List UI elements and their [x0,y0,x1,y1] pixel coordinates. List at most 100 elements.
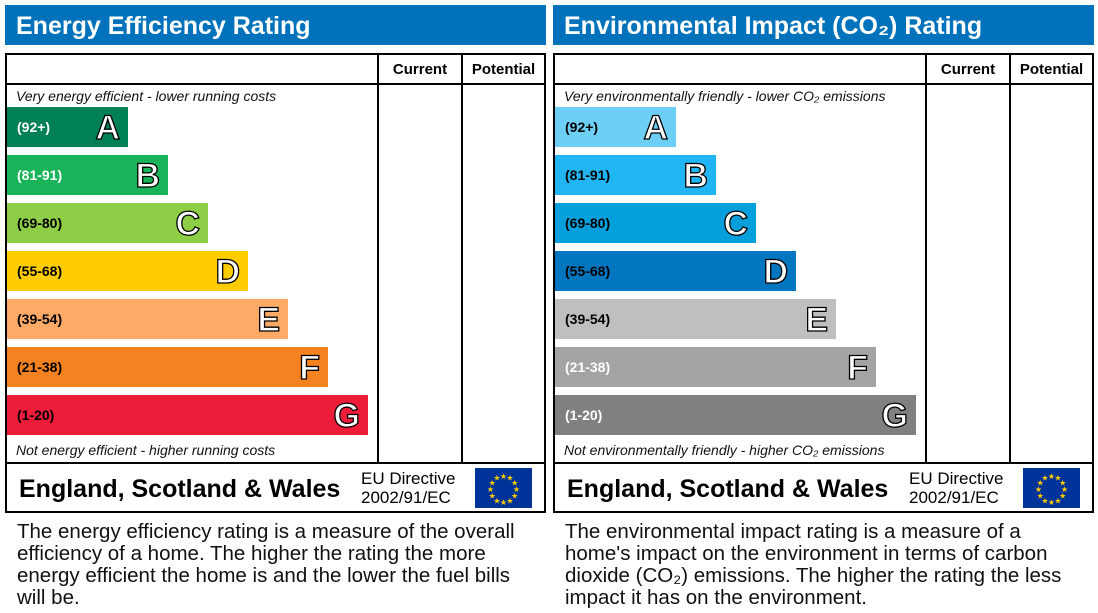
svg-text:★: ★ [1037,492,1044,501]
svg-text:★: ★ [1048,498,1055,507]
region-label: England, Scotland & Wales [19,475,341,503]
rating-bar-g: (1-20) G [7,395,368,436]
band-letter: F [299,348,321,387]
rating-bar-c: (69-80) C [7,203,208,244]
band-range: (1-20) [17,407,55,423]
rating-bar-d: (55-68) D [555,251,796,292]
svg-text:★: ★ [1041,474,1048,483]
top-caption: Very environmentally friendly - lower CO… [564,88,886,104]
svg-text:★: ★ [506,474,513,483]
eu-flag-icon: ★ ★ ★ ★ ★ ★ ★ ★ ★ ★ ★ ★ [475,468,532,508]
divider [461,55,463,464]
band-letter: D [215,252,241,291]
svg-text:★: ★ [1037,479,1044,488]
band-letter: F [847,348,869,387]
band-letter: G [881,396,909,435]
rating-bar-g: (1-20) G [555,395,916,436]
svg-text:★: ★ [493,474,500,483]
eu-flag-icon: ★ ★ ★ ★ ★ ★ ★ ★ ★ ★ ★ ★ [1023,468,1080,508]
divider [7,83,544,85]
rating-table: Current Potential Very energy efficient - … [5,53,546,513]
band-letter: B [135,156,161,195]
band-letter: D [763,252,789,291]
rating-bar-e: (39-54) E [555,299,836,340]
rating-table: Current Potential Very environmentally fri… [553,53,1094,513]
svg-text:★: ★ [1059,479,1066,488]
divider [555,462,1092,464]
svg-text:★: ★ [506,496,513,505]
svg-text:★: ★ [500,498,507,507]
rating-bar-b: (81-91) B [7,155,168,196]
rating-bar-b: (81-91) B [555,155,716,196]
divider [1009,55,1011,464]
svg-text:★: ★ [489,492,496,501]
header-potential: Potential [1019,61,1084,78]
header-current: Current [392,61,448,78]
svg-text:★: ★ [1035,485,1042,494]
panel-title: Energy Efficiency Rating [5,5,546,45]
header-current: Current [940,61,996,78]
svg-text:★: ★ [500,472,507,481]
bottom-caption: Not environmentally friendly - higher CO… [564,442,885,458]
rating-bar-f: (21-38) F [555,347,876,388]
svg-text:★: ★ [511,479,518,488]
bottom-caption: Not energy efficient - higher running co… [16,442,276,458]
panel-title: Environmental Impact (CO₂) Rating [553,5,1094,45]
band-letter: A [95,108,121,147]
band-range: (21-38) [565,359,611,375]
band-range: (55-68) [17,263,63,279]
rating-bar-a: (92+) A [555,107,676,148]
band-range: (69-80) [17,215,63,231]
band-range: (55-68) [565,263,611,279]
rating-bar-a: (92+) A [7,107,128,148]
band-letter: C [723,204,749,243]
divider [925,55,927,464]
svg-text:★: ★ [513,485,520,494]
svg-text:★: ★ [1054,474,1061,483]
directive-line1: EU Directive [909,469,1004,488]
rating-bar-c: (69-80) C [555,203,756,244]
band-range: (81-91) [17,167,63,183]
svg-text:★: ★ [1061,485,1068,494]
svg-text:★: ★ [1054,496,1061,505]
band-range: (1-20) [565,407,603,423]
description: The environmental impact rating is a mea… [565,520,1062,609]
energy-efficiency-panel: Energy Efficiency Rating Current Potential… [5,0,547,613]
band-range: (81-91) [565,167,611,183]
band-range: (92+) [565,119,599,135]
directive-line2: 2002/91/EC [361,488,451,507]
region-label: England, Scotland & Wales [567,475,889,503]
band-range: (39-54) [17,311,63,327]
environmental-impact-panel: Environmental Impact (CO₂) Rating Current… [553,0,1095,613]
svg-text:★: ★ [487,485,494,494]
eu-directive: EU Directive 2002/91/EC [909,469,1003,507]
directive-line2: 2002/91/EC [909,488,999,507]
svg-text:★: ★ [493,496,500,505]
svg-text:★: ★ [489,479,496,488]
divider [555,83,1092,85]
band-letter: B [683,156,709,195]
divider [7,462,544,464]
header-potential: Potential [471,61,536,78]
rating-bar-f: (21-38) F [7,347,328,388]
svg-text:★: ★ [1041,496,1048,505]
eu-directive: EU Directive 2002/91/EC [361,469,455,507]
rating-bar-e: (39-54) E [7,299,288,340]
description: The energy efficiency rating is a measur… [17,520,515,609]
band-range: (39-54) [565,311,611,327]
rating-bar-d: (55-68) D [7,251,248,292]
band-range: (92+) [17,119,51,135]
svg-text:★: ★ [1048,472,1055,481]
svg-text:★: ★ [511,492,518,501]
svg-text:★: ★ [1059,492,1066,501]
divider [377,55,379,464]
top-caption: Very energy efficient - lower running co… [16,88,277,104]
directive-line1: EU Directive [361,469,456,488]
band-letter: G [333,396,361,435]
band-range: (21-38) [17,359,63,375]
band-range: (69-80) [565,215,611,231]
band-letter: E [805,300,829,339]
band-letter: E [257,300,281,339]
band-letter: C [175,204,201,243]
band-letter: A [643,108,669,147]
